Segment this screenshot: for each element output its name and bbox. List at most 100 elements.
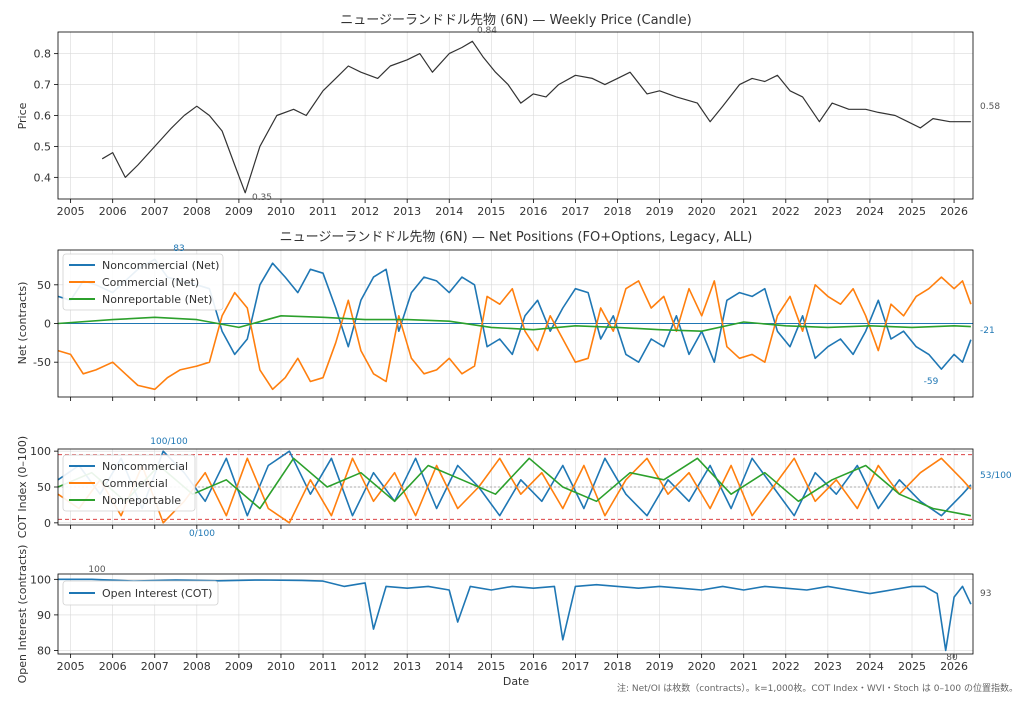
y-tick-label: 0.4 <box>34 171 52 184</box>
x-tick-label: 2008 <box>183 205 211 218</box>
net-last-label: -21 <box>980 326 995 336</box>
x-tick-label: 2020 <box>688 660 716 673</box>
price-max-label: 0.84 <box>477 26 497 36</box>
series-line-nonreportable <box>57 314 971 333</box>
oi-axes-frame <box>57 573 974 655</box>
y-tick-label: 0.5 <box>34 140 52 153</box>
x-tick-label: 2010 <box>267 660 295 673</box>
footnote: 注: Net/OI は枚数（contracts）。k=1,000枚。COT In… <box>617 682 1018 694</box>
price-panel-title: ニュージーランドドル先物 (6N) — Weekly Price (Candle… <box>340 13 691 28</box>
series-line-oi <box>58 578 972 652</box>
x-tick-label: 2023 <box>814 205 842 218</box>
x-tick-label: 2013 <box>393 205 421 218</box>
net-legend-box <box>62 253 224 311</box>
x-tick-label: 2006 <box>99 205 127 218</box>
x-tick-label: 2012 <box>351 660 379 673</box>
net-max-label: 83 <box>173 244 184 254</box>
x-tick-label: 2013 <box>393 660 421 673</box>
net-legend-nonreportable: Nonreportable (Net) <box>102 293 212 306</box>
x-axis-label: Date <box>503 675 530 688</box>
x-tick-label: 2005 <box>57 660 85 673</box>
net-legend: Noncommercial (Net) Commercial (Net) Non… <box>62 253 224 311</box>
open-interest-panel: 80 90 100 2005 2006 2007 2008 2009 2010 2011 2012… <box>16 545 991 684</box>
y-tick-label: 0 <box>44 517 51 530</box>
series-line-commercial <box>57 276 972 391</box>
y-tick-label: 50 <box>37 279 51 292</box>
x-tick-label: 2011 <box>309 205 337 218</box>
cot-index-panel: 0 50 100 COT Index (0–100) 100/100 0/100 5… <box>16 436 1012 539</box>
net-legend-commercial: Commercial (Net) <box>102 276 199 289</box>
y-tick-label: 50 <box>37 481 51 494</box>
series-line-nonreportable <box>57 457 972 517</box>
x-tick-label: 2011 <box>309 660 337 673</box>
y-tick-label: 0.6 <box>34 110 52 123</box>
x-tick-label: 2009 <box>225 660 253 673</box>
x-tick-label: 2026 <box>940 660 968 673</box>
cot-legend-nonreportable: Nonreportable <box>102 494 181 507</box>
price-panel: ニュージーランドドル先物 (6N) — Weekly Price (Candle… <box>16 13 1000 218</box>
y-tick-label: 100 <box>30 445 51 458</box>
net-panel-title: ニュージーランドドル先物 (6N) — Net Positions (FO+Op… <box>280 230 753 245</box>
oi-legend-label: Open Interest (COT) <box>102 587 212 600</box>
x-tick-label: 2019 <box>646 205 674 218</box>
x-tick-label: 2008 <box>183 660 211 673</box>
x-tick-label: 2007 <box>141 205 169 218</box>
x-tick-label: 2016 <box>519 660 547 673</box>
x-tick-label: 2017 <box>561 660 589 673</box>
x-tick-label: 2020 <box>688 205 716 218</box>
cot-legend: Noncommercial Commercial Nonreportable <box>62 454 196 512</box>
x-tick-label: 2018 <box>604 660 632 673</box>
x-tick-label: 2018 <box>604 205 632 218</box>
x-tick-label: 2022 <box>772 205 800 218</box>
oi-legend-box <box>62 580 219 606</box>
y-tick-label: -50 <box>33 356 51 369</box>
x-tick-label: 2021 <box>730 205 758 218</box>
y-tick-label: 0.8 <box>34 48 52 61</box>
oi-ylabel: Open Interest (contracts) <box>16 545 29 684</box>
x-tick-label: 2016 <box>519 205 547 218</box>
x-tick-label: 2012 <box>351 205 379 218</box>
x-tick-label: 2019 <box>646 660 674 673</box>
oi-last-label: 93 <box>980 589 991 599</box>
series-line-commercial <box>57 457 972 524</box>
cot-legend-noncommercial: Noncommercial <box>102 460 188 473</box>
oi-legend: Open Interest (COT) <box>62 580 219 606</box>
cot-legend-commercial: Commercial <box>102 477 168 490</box>
price-ylabel: Price <box>16 102 29 129</box>
price-last-label: 0.58 <box>980 102 1000 112</box>
cot-last-label: 53/100 <box>980 471 1012 481</box>
y-tick-label: 0.7 <box>34 79 52 92</box>
y-tick-label: 80 <box>37 644 51 657</box>
cot-legend-box <box>62 454 196 512</box>
x-tick-label: 2017 <box>561 205 589 218</box>
series-line-noncommercial <box>57 258 972 370</box>
net-ylabel: Net (contracts) <box>16 282 29 365</box>
x-tick-label: 2009 <box>225 205 253 218</box>
x-tick-label: 2022 <box>772 660 800 673</box>
net-legend-noncommercial: Noncommercial (Net) <box>102 259 219 272</box>
x-tick-label: 2021 <box>730 660 758 673</box>
series-line-price <box>101 40 971 194</box>
x-tick-label: 2007 <box>141 660 169 673</box>
x-tick-label: 2014 <box>435 660 463 673</box>
x-tick-label: 2015 <box>477 660 505 673</box>
cot-ylabel: COT Index (0–100) <box>16 436 29 538</box>
x-tick-label: 2024 <box>856 660 884 673</box>
x-tick-label: 2010 <box>267 205 295 218</box>
cot-max-label: 100/100 <box>150 437 188 447</box>
x-tick-label: 2005 <box>57 205 85 218</box>
x-tick-label: 2014 <box>435 205 463 218</box>
y-tick-label: 90 <box>37 609 51 622</box>
y-tick-label: 100 <box>30 573 51 586</box>
x-tick-label: 2024 <box>856 205 884 218</box>
x-tick-label: 2006 <box>99 660 127 673</box>
x-tick-label: 2026 <box>940 205 968 218</box>
net-min-label: -59 <box>924 377 939 387</box>
x-tick-label: 2025 <box>898 205 926 218</box>
y-tick-label: 0 <box>44 318 51 331</box>
x-tick-label: 2023 <box>814 660 842 673</box>
net-positions-panel: ニュージーランドドル先物 (6N) — Net Positions (FO+Op… <box>16 230 995 401</box>
x-tick-label: 2015 <box>477 205 505 218</box>
price-min-label: 0.35 <box>252 193 272 203</box>
